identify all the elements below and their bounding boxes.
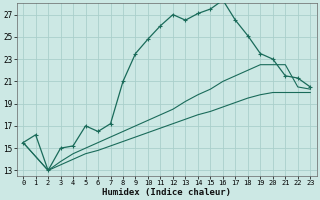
X-axis label: Humidex (Indice chaleur): Humidex (Indice chaleur) bbox=[102, 188, 231, 197]
